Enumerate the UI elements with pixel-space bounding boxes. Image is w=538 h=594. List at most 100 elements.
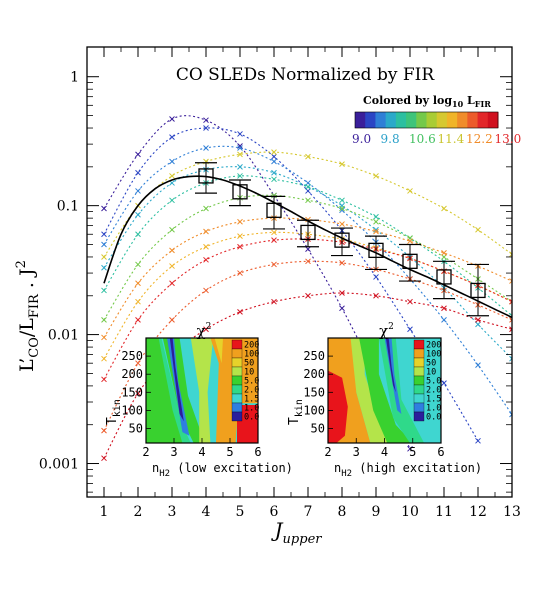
series-point [102,242,107,247]
colorbar-swatch [355,112,366,128]
series-point [442,250,447,255]
series-point [442,317,447,322]
colorbar-swatch [447,112,458,128]
inset-y-tick-label: 200 [303,367,325,381]
series-point [272,159,277,164]
series-point [374,219,379,224]
series-point [272,150,277,155]
series-point [170,281,175,286]
series-line [104,195,512,320]
series-point [102,265,107,270]
series-point [306,247,311,252]
inset-title: χ2 [197,322,212,340]
colorbar-swatch [416,112,427,128]
colorbar: Colored by log10 LFIR 9.0 9.8 10.6 11.4 12.2… [352,94,521,146]
inset-y-tick-label: 250 [303,349,325,363]
series-point [476,363,481,368]
y-axis-label: L’CO/LFIR . J2 [14,260,42,372]
chi2-scale-swatch [414,340,424,349]
series-point [204,229,209,234]
chi2-scale-swatch [232,403,242,412]
series-point [136,262,141,267]
series-point [136,232,141,237]
chi2-scale-swatch [232,385,242,394]
series-point [238,164,243,169]
series-point [170,198,175,203]
series-point [102,356,107,361]
colorbar-label: 10.6 [409,132,436,146]
mean-point [365,236,387,269]
colorbar-swatch [365,112,376,128]
chi2-scale-swatch [414,403,424,412]
series-point [204,244,209,249]
series-point [170,116,175,121]
chi2-scale-swatch [232,376,242,385]
series-point [102,288,107,293]
series-point [238,131,243,136]
series-point [102,232,107,237]
colorbar-label: 13.0 [495,132,522,146]
chi2-insets: 20010050105.02.01.51.00.0χ22 3 4 5 650100150… [105,322,482,479]
ylabel-g: 2 [14,260,29,268]
colorbar-swatch [488,112,499,128]
series-point [102,456,107,461]
inset-x-tick-label: 3 [353,445,360,459]
chi2-scale-swatch [232,358,242,367]
colorbar-title-L: L [463,94,475,107]
inset-x-tick-label: 2 [324,445,331,459]
chi2-inset-high: 20010050105.02.01.51.00.0χ22 3 4 5 650100150… [287,322,482,479]
series-point [306,198,311,203]
colorbar-swatch [437,112,448,128]
chi2-scale-swatch [232,340,242,349]
y-tick-label: 0.001 [39,457,79,473]
x-tick-label: 7 [304,504,313,520]
series-point [374,173,379,178]
x-tick-label: 9 [372,504,381,520]
chi2-scale-swatch [414,412,424,421]
x-tick-label: 11 [435,504,453,520]
x-tick-label: 3 [168,504,177,520]
inset-y-tick-label: 200 [121,367,143,381]
series-point [272,238,277,243]
inset-title: χ2 [379,322,394,340]
chi2-scale-swatch [414,358,424,367]
series-point [408,327,413,332]
inset-x-tick-label: 4 [198,445,205,459]
series-point [204,118,209,123]
ylabel-f: . J [16,268,38,294]
colorbar-title-prefix: Colored by log [363,94,452,107]
series-point [340,222,345,227]
colorbar-swatch [386,112,397,128]
series-point [442,206,447,211]
series-point [204,288,209,293]
series-point [102,206,107,211]
chi2-scale-swatch [414,376,424,385]
xlabel-sub: upper [283,532,323,547]
inset-x-tick-label: 6 [437,445,444,459]
y-tick-label: 0.1 [57,199,79,215]
colorbar-title-fir: FIR [475,99,491,109]
colorbar-swatch [457,112,468,128]
series-point [204,206,209,211]
inset-y-tick-label: 150 [303,385,325,399]
inset-x-tick-label: 5 [226,445,233,459]
series-point [238,234,243,239]
series-point [340,198,345,203]
series-point [238,219,243,224]
series-point [442,381,447,386]
inset-x-label: nH2 (high excitation) [334,461,482,479]
inset-x-tick-label: 6 [254,445,261,459]
series-point [170,159,175,164]
inset-y-label: Tkin [287,399,305,425]
series-point [238,309,243,314]
series-point [136,170,141,175]
series-point [136,152,141,157]
colorbar-swatch [478,112,489,128]
series-point [170,264,175,269]
series-point [170,173,175,178]
x-tick-label: 13 [503,504,521,520]
series-point [170,248,175,253]
series-point [374,274,379,279]
